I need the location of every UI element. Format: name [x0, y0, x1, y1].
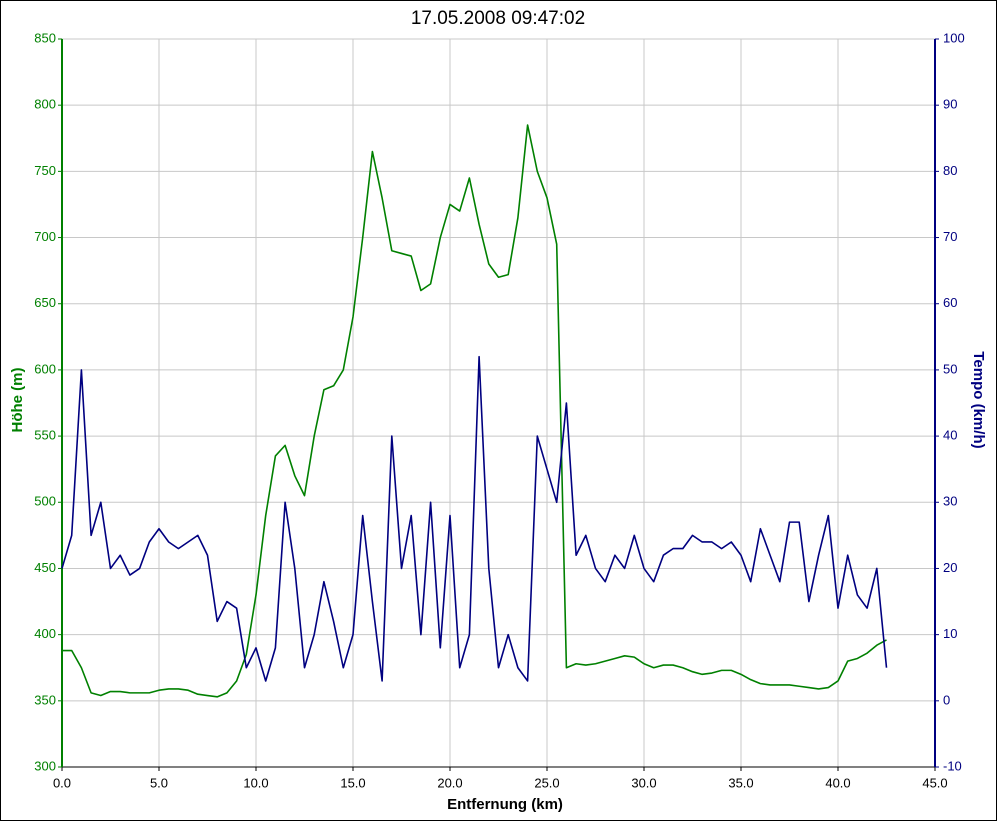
x-axis-label: Entfernung (km) — [447, 796, 563, 813]
y2-tick-label: -10 — [943, 758, 962, 773]
y-tick-label: 850 — [34, 30, 56, 45]
line-series — [62, 124, 887, 698]
x-tick-label: 20.0 — [437, 775, 462, 790]
x-tick-label: 0.0 — [53, 775, 71, 790]
x-tick-label: 10.0 — [243, 775, 268, 790]
line-series — [61, 355, 888, 682]
y2-tick-label: 90 — [943, 97, 957, 112]
x-tick-label: 45.0 — [922, 775, 947, 790]
y-tick-label: 700 — [34, 229, 56, 244]
y-tick-label: 650 — [34, 295, 56, 310]
y2-tick-label: 30 — [943, 494, 957, 509]
x-tick-label: 5.0 — [150, 775, 168, 790]
x-tick-label: 25.0 — [534, 775, 559, 790]
x-tick-label: 40.0 — [825, 775, 850, 790]
x-tick-label: 30.0 — [631, 775, 656, 790]
y2-tick-label: 0 — [943, 692, 950, 707]
y2-tick-label: 20 — [943, 560, 957, 575]
y2-tick-label: 80 — [943, 163, 957, 178]
y-tick-label: 300 — [34, 758, 56, 773]
y-tick-label: 350 — [34, 692, 56, 707]
y2-tick-label: 60 — [943, 295, 957, 310]
y-tick-label: 500 — [34, 494, 56, 509]
y2-tick-label: 50 — [943, 361, 957, 376]
y-tick-label: 750 — [34, 163, 56, 178]
y-tick-label: 400 — [34, 626, 56, 641]
y-axis-label: Höhe (m) — [9, 368, 26, 433]
y2-tick-label: 70 — [943, 229, 957, 244]
y2-axis-label: Tempo (km/h) — [970, 351, 987, 448]
y-tick-label: 450 — [34, 560, 56, 575]
y-tick-label: 800 — [34, 97, 56, 112]
y2-tick-label: 100 — [943, 30, 965, 45]
y2-tick-label: 10 — [943, 626, 957, 641]
y2-tick-label: 40 — [943, 428, 957, 443]
y-tick-label: 550 — [34, 428, 56, 443]
chart-title: 17.05.2008 09:47:02 — [411, 8, 585, 29]
x-tick-label: 15.0 — [340, 775, 365, 790]
y-tick-label: 600 — [34, 361, 56, 376]
x-tick-label: 35.0 — [728, 775, 753, 790]
